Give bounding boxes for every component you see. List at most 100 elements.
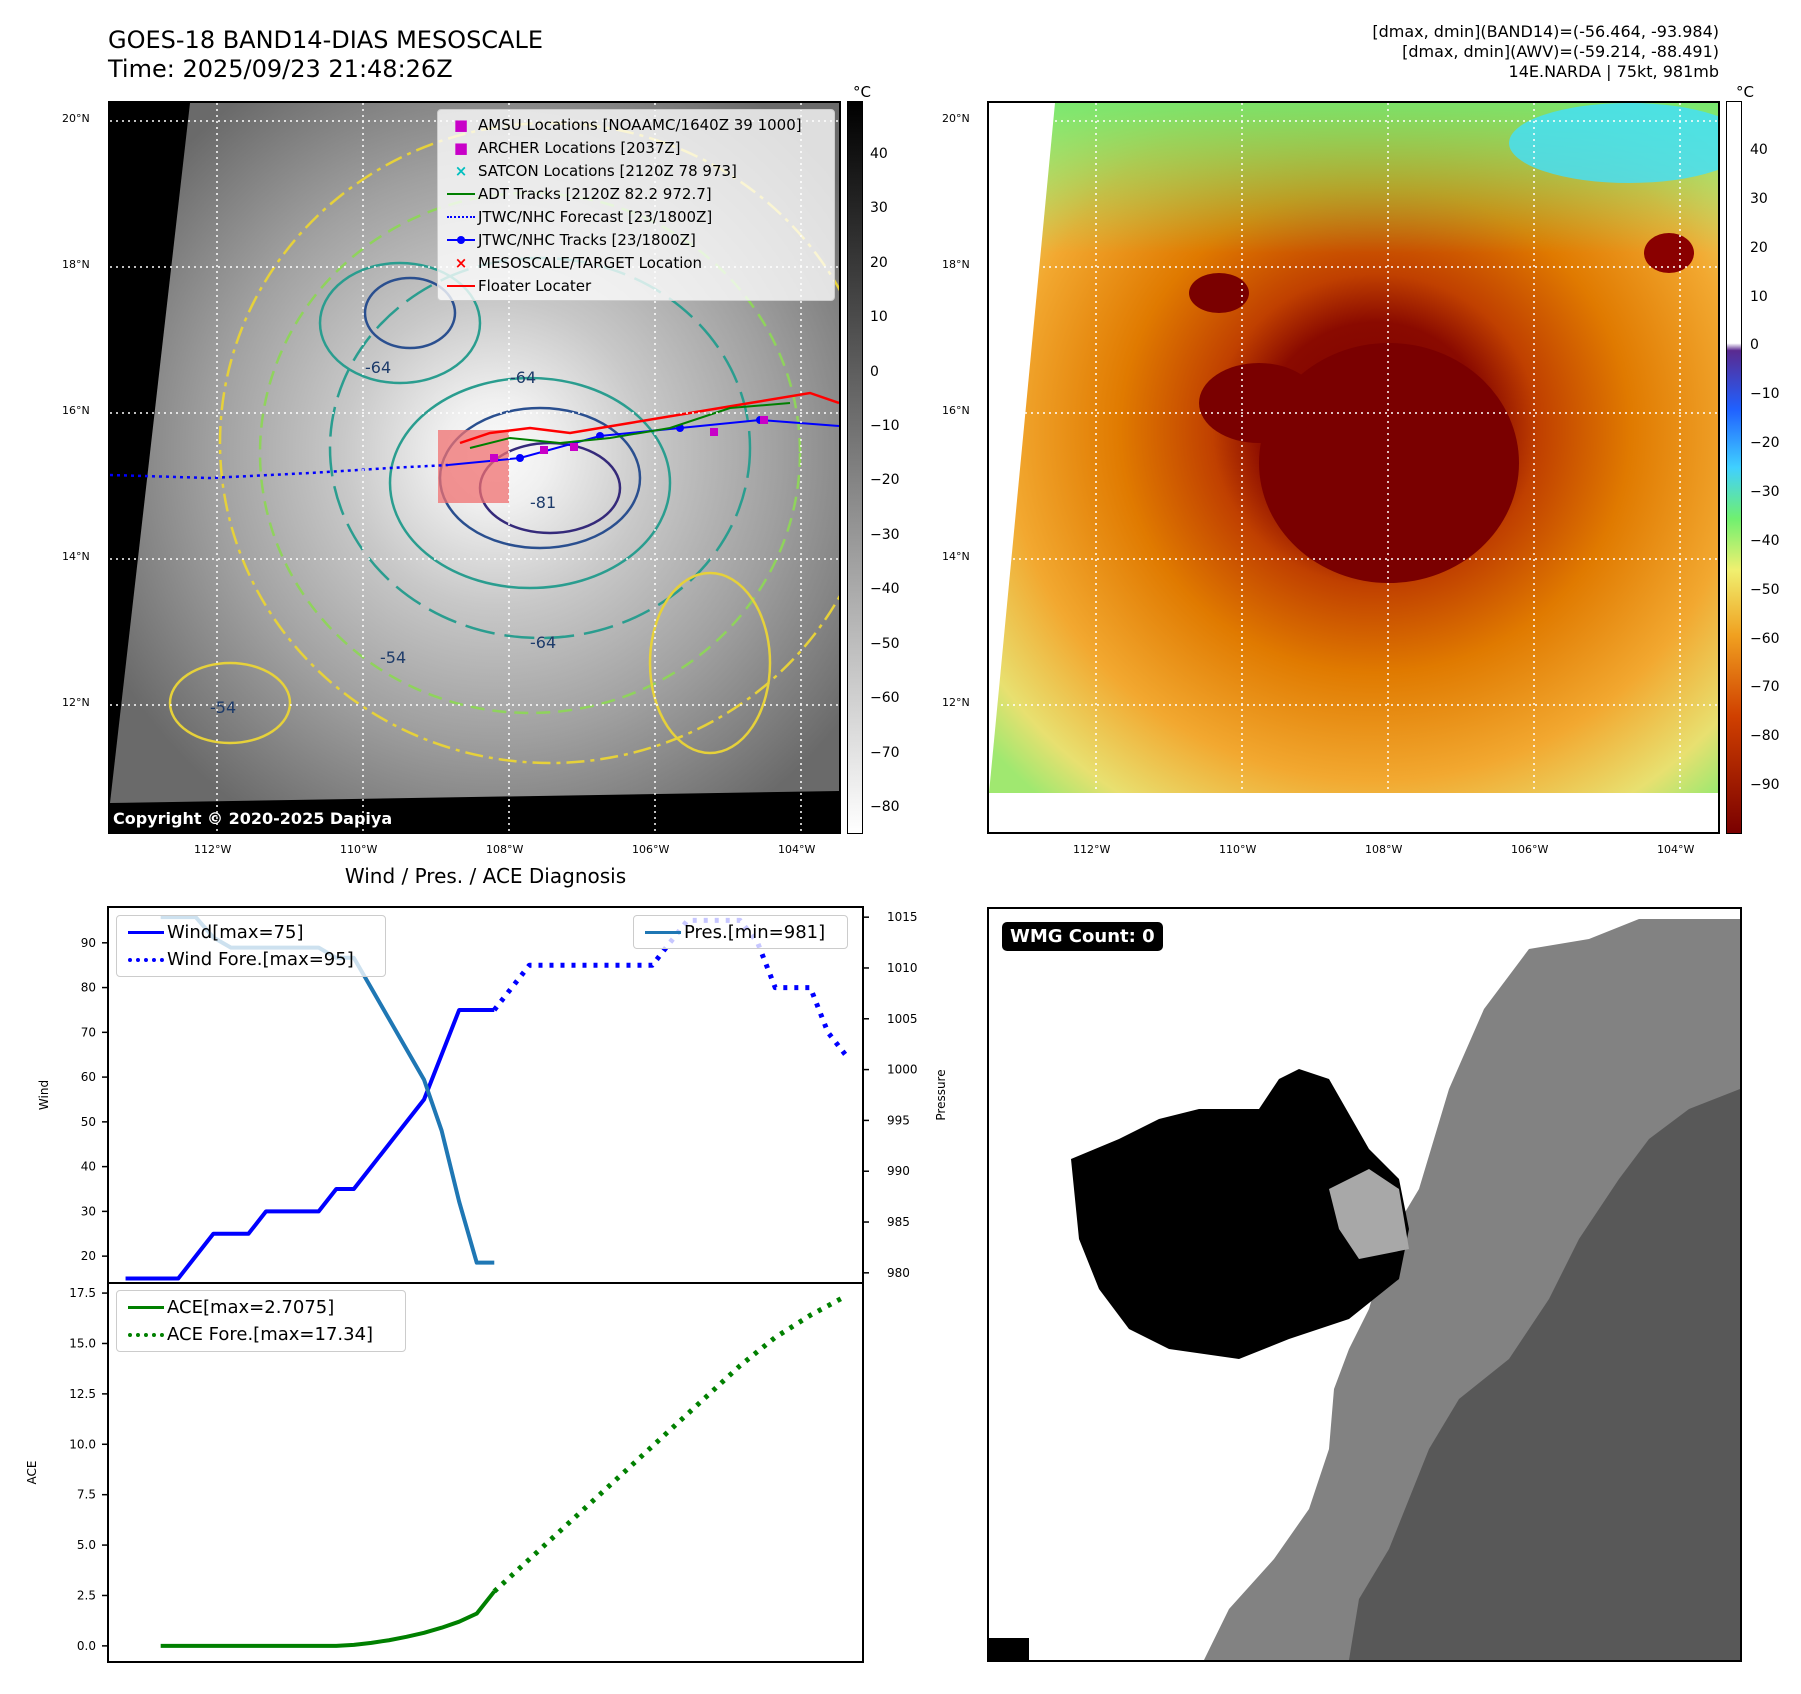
ace-y-tick-label: 7.5	[77, 1488, 96, 1502]
legend-item-pressure: Pres.[min=981]	[642, 919, 839, 946]
legend-item-satcon: × SATCON Locations [2120Z 78 973]	[444, 159, 828, 182]
pressure-y-tick-label: 1000	[887, 1063, 918, 1077]
ace-series-line-0	[160, 1590, 496, 1648]
figure-title: GOES-18 BAND14-DIAS MESOSCALE Time: 2025…	[108, 26, 543, 84]
ir-colorbar	[847, 101, 863, 834]
contour-label-3: -81	[530, 493, 556, 512]
legend-item-wind-forecast: Wind Fore.[max=95]	[125, 946, 377, 973]
lat-label: 14°N	[942, 550, 970, 563]
contour-label-5: -54	[380, 648, 406, 667]
wind-y-tick-label: 40	[81, 1160, 96, 1174]
wind-series-line-0	[125, 1007, 495, 1281]
wmg-panel: WMG Count: 0	[987, 907, 1742, 1662]
lat-label: 16°N	[62, 404, 90, 417]
lat-label: 14°N	[62, 550, 90, 563]
info-awv-range: [dmax, dmin](AWV)=(-59.214, -88.491)	[1402, 42, 1719, 61]
lat-label: 12°N	[942, 696, 970, 709]
line-marker-icon	[444, 192, 478, 195]
x-marker-icon: ×	[454, 253, 468, 272]
pressure-y-tick-label: 1010	[887, 961, 918, 975]
lat-label: 18°N	[942, 258, 970, 271]
legend-item-wind: Wind[max=75]	[125, 919, 377, 946]
wind-y-tick-label: 30	[81, 1204, 96, 1218]
lat-label: 16°N	[942, 404, 970, 417]
awv-colorbar	[1726, 101, 1742, 834]
ace-y-axis-label: ACE	[25, 1461, 39, 1485]
lon-label: 112°W	[194, 843, 232, 856]
ace-y-tick-label: 0.0	[77, 1639, 96, 1653]
legend-item-forecast: JTWC/NHC Forecast [23/1800Z]	[444, 205, 828, 228]
pressure-y-tick-label: 990	[887, 1164, 910, 1178]
ace-series-line-1	[492, 1294, 847, 1594]
lon-label: 106°W	[1511, 843, 1549, 856]
pressure-legend: Pres.[min=981]	[633, 915, 848, 949]
line-dot-icon	[444, 235, 478, 244]
wind-y-tick-label: 20	[81, 1249, 96, 1263]
lon-label: 108°W	[1365, 843, 1403, 856]
legend-item-archer: ■ ARCHER Locations [2037Z]	[444, 136, 828, 159]
contour-label-2: -64	[365, 358, 391, 377]
wmg-count-badge: WMG Count: 0	[1002, 922, 1163, 951]
info-band14-range: [dmax, dmin](BAND14)=(-56.464, -93.984)	[1372, 22, 1719, 41]
wind-y-tick-label: 90	[81, 936, 96, 950]
lon-label: 110°W	[1219, 843, 1257, 856]
wind-y-tick-label: 80	[81, 981, 96, 995]
legend-item-tracks: JTWC/NHC Tracks [23/1800Z]	[444, 228, 828, 251]
lon-label: 104°W	[778, 843, 816, 856]
pressure-y-tick-label: 995	[887, 1113, 910, 1127]
lat-label: 18°N	[62, 258, 90, 271]
info-storm: 14E.NARDA | 75kt, 981mb	[1508, 62, 1719, 81]
line-marker-icon	[125, 1306, 167, 1309]
lon-label: 112°W	[1073, 843, 1111, 856]
lat-label: 12°N	[62, 696, 90, 709]
legend-item-ace: ACE[max=2.7075]	[125, 1294, 397, 1321]
wind-y-tick-label: 50	[81, 1115, 96, 1129]
ace-y-tick-label: 17.5	[69, 1286, 96, 1300]
ace-y-tick-label: 5.0	[77, 1538, 96, 1552]
diagnosis-title: Wind / Pres. / ACE Diagnosis	[344, 864, 627, 888]
wind-y-tick-label: 60	[81, 1070, 96, 1084]
wind-y-axis-label: Wind	[37, 1080, 51, 1110]
line-marker-icon	[642, 931, 684, 934]
title-line-1: GOES-18 BAND14-DIAS MESOSCALE	[108, 26, 544, 54]
wind-y-tick-label: 70	[81, 1025, 96, 1039]
lon-label: 108°W	[486, 843, 524, 856]
ir-satellite-panel: -64 -64 -81 -54 -54 -64 ■ AMSU Locations …	[108, 101, 841, 834]
pressure-y-axis-label: Pressure	[934, 1069, 948, 1120]
legend-item-amsu: ■ AMSU Locations [NOAAMC/1640Z 39 1000]	[444, 113, 828, 136]
awv-satellite-panel	[987, 101, 1720, 834]
wind-legend: Wind[max=75] Wind Fore.[max=95]	[116, 915, 386, 977]
contour-label-6: -64	[530, 633, 556, 652]
contour-label-1: -64	[510, 368, 536, 387]
lat-label: 20°N	[942, 112, 970, 125]
copyright-text: Copyright © 2020-2025 Dapiya	[113, 809, 393, 828]
contour-label-4: -54	[210, 698, 236, 717]
square-marker-icon: ■	[453, 115, 469, 134]
legend-item-target: × MESOSCALE/TARGET Location	[444, 251, 828, 274]
legend-item-adt: ADT Tracks [2120Z 82.2 972.7]	[444, 182, 828, 205]
awv-colorbar-unit: °C	[1736, 83, 1754, 101]
pressure-y-tick-label: 980	[887, 1266, 910, 1280]
lat-label: 20°N	[62, 112, 90, 125]
dotted-line-icon	[444, 215, 478, 218]
ir-colorbar-unit: °C	[853, 83, 871, 101]
ir-legend: ■ AMSU Locations [NOAAMC/1640Z 39 1000] ■…	[437, 109, 835, 301]
legend-item-floater: Floater Locater	[444, 274, 828, 297]
title-line-2: Time: 2025/09/23 21:48:26Z	[108, 55, 453, 83]
storm-info: [dmax, dmin](BAND14)=(-56.464, -93.984) …	[1372, 22, 1719, 82]
ace-y-tick-label: 15.0	[69, 1336, 96, 1350]
pressure-y-tick-label: 1015	[887, 910, 918, 924]
ace-y-tick-label: 12.5	[69, 1387, 96, 1401]
dotted-line-icon	[125, 1332, 167, 1337]
wmg-image	[989, 919, 1740, 1660]
x-marker-icon: ×	[454, 161, 468, 180]
pressure-y-tick-label: 985	[887, 1215, 910, 1229]
lon-label: 110°W	[340, 843, 378, 856]
line-marker-icon	[444, 284, 478, 287]
pressure-y-tick-label: 1005	[887, 1012, 918, 1026]
square-marker-icon: ■	[453, 138, 469, 157]
ace-y-tick-label: 10.0	[69, 1437, 96, 1451]
line-marker-icon	[125, 931, 167, 934]
lon-label: 106°W	[632, 843, 670, 856]
ace-legend: ACE[max=2.7075] ACE Fore.[max=17.34]	[116, 1290, 406, 1352]
